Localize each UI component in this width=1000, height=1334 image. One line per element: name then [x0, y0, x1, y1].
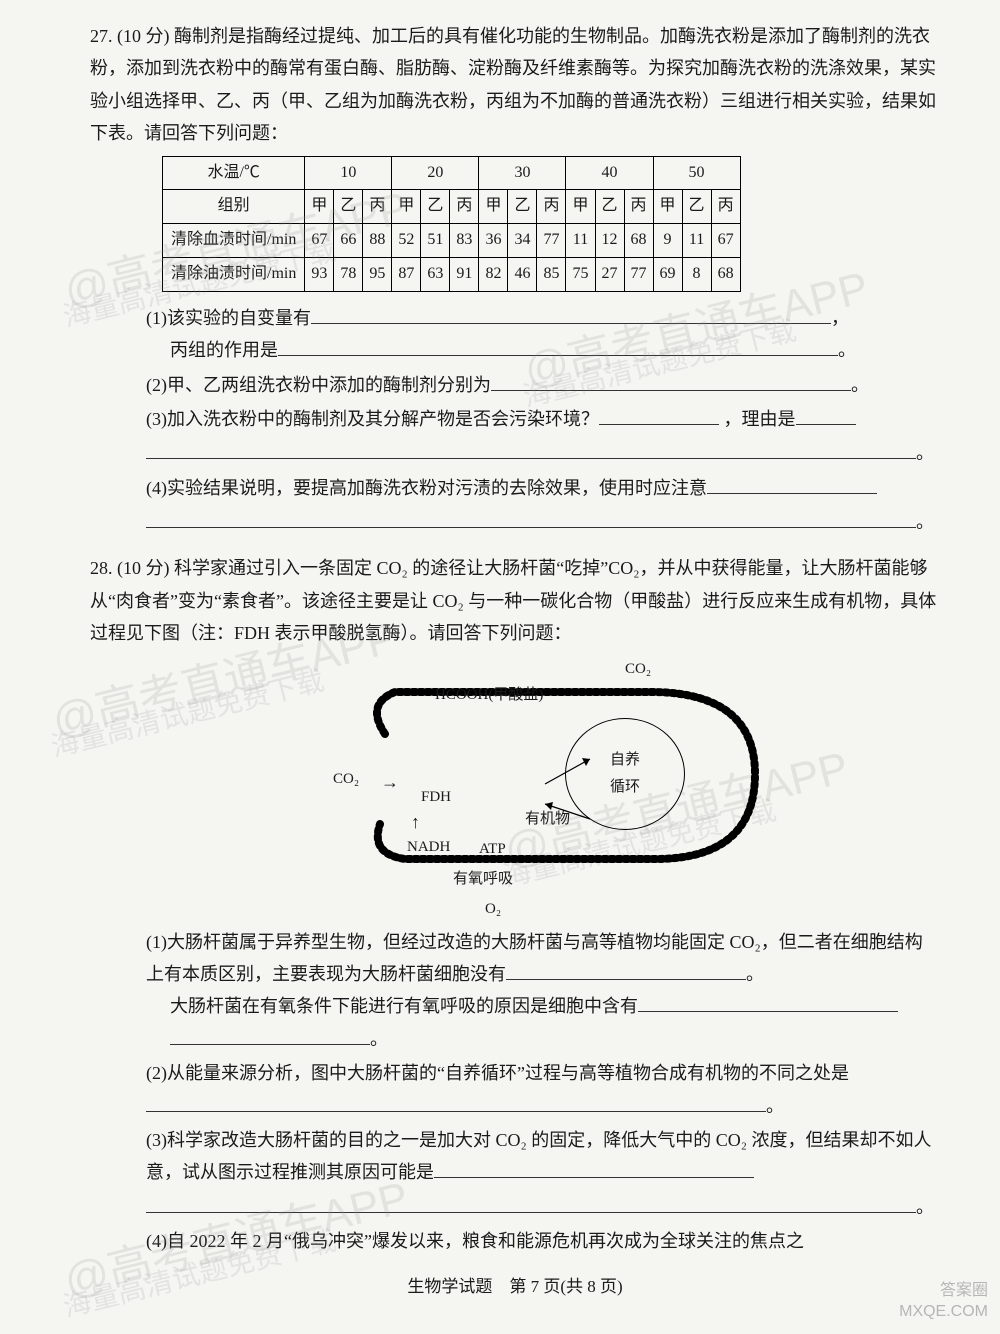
blank-line — [506, 962, 746, 980]
label-atp: ATP — [479, 836, 506, 863]
q28-number: 28. (10 分) — [90, 558, 170, 578]
q27-sub1b: 丙组的作用是。 — [90, 334, 940, 366]
q28-sub1: (1)大肠杆菌属于异养型生物，但经过改造的大肠杆菌与高等植物均能固定 CO₂，但… — [90, 926, 940, 991]
table-row-oil: 清除油渍时间/min 937895 876391 824685 752777 6… — [163, 257, 741, 291]
th-20: 20 — [392, 156, 479, 190]
corner-brand: 答案圈 — [899, 1281, 988, 1302]
blank-line — [146, 441, 916, 459]
blank-line — [311, 306, 831, 324]
q27-s3a-text: (3)加入洗衣粉中的酶制剂及其分解产物是否会污染环境？ — [146, 409, 599, 429]
label-co2-left: CO₂ — [333, 766, 359, 793]
q27-intro: 酶制剂是指酶经过提纯、加工后的具有催化功能的生物制品。加酶洗衣粉是添加了酶制剂的… — [90, 26, 936, 143]
q28-sub3: (3)科学家改造大肠杆菌的目的之一是加大对 CO₂ 的固定，降低大气中的 CO₂… — [90, 1124, 940, 1189]
table-header-temp: 水温/℃ 10 20 30 40 50 — [163, 156, 741, 190]
q28-sub1b: 大肠杆菌在有氧条件下能进行有氧呼吸的原因是细胞中含有 — [90, 990, 940, 1022]
q28-s1b-text: 大肠杆菌在有氧条件下能进行有氧呼吸的原因是细胞中含有 — [170, 996, 638, 1016]
blank-line — [599, 407, 719, 425]
autotrophic-cycle-label: 自养 循环 — [565, 718, 685, 830]
question-28: 28. (10 分) 科学家通过引入一条固定 CO₂ 的途径让大肠杆菌“吃掉”C… — [90, 552, 940, 1257]
label-o2: O₂ — [485, 896, 501, 923]
th-group: 组别 — [163, 190, 305, 224]
blank-line — [796, 407, 856, 425]
blank-line — [491, 373, 851, 391]
corner-watermark: 答案圈 MXQE.COM — [899, 1281, 988, 1323]
table-header-group: 组别 甲乙丙 甲乙丙 甲乙丙 甲乙丙 甲乙丙 — [163, 190, 741, 224]
th-30: 30 — [479, 156, 566, 190]
q27-s3b-text: ，理由是 — [724, 409, 796, 429]
label-aerobic: 有氧呼吸 — [453, 866, 513, 893]
blank-line — [170, 1027, 370, 1045]
q27-s2-text: (2)甲、乙两组洗衣粉中添加的酶制剂分别为 — [146, 375, 491, 395]
question-27: 27. (10 分) 酶制剂是指酶经过提纯、加工后的具有催化功能的生物制品。加酶… — [90, 20, 940, 538]
q27-s1a-text: (1)该实验的自变量有 — [146, 308, 311, 328]
th-50: 50 — [653, 156, 740, 190]
label-fdh: FDH — [421, 784, 451, 811]
table-row-blood: 清除血渍时间/min 676688 525183 363477 111268 9… — [163, 224, 741, 258]
q27-s4-text: (4)实验结果说明，要提高加酶洗衣粉对污渍的去除效果，使用时应注意 — [146, 478, 707, 498]
q28-s4-text: (4)自 2022 年 2 月“俄乌冲突”爆发以来，粮食和能源危机再次成为全球关… — [146, 1231, 804, 1251]
th-40: 40 — [566, 156, 653, 190]
blank-line — [638, 994, 898, 1012]
th-10: 10 — [305, 156, 392, 190]
q27-s1b-text: 丙组的作用是 — [170, 340, 278, 360]
blank-line — [707, 476, 877, 494]
arrow-icon: ↑ — [411, 806, 420, 838]
arrow-icon: → — [381, 766, 399, 798]
q28-sub4: (4)自 2022 年 2 月“俄乌冲突”爆发以来，粮食和能源危机再次成为全球关… — [90, 1225, 940, 1257]
q27-sub2: (2)甲、乙两组洗衣粉中添加的酶制剂分别为。 — [90, 369, 940, 401]
q27-data-table: 水温/℃ 10 20 30 40 50 组别 甲乙丙 甲乙丙 甲乙丙 甲乙丙 甲… — [162, 156, 741, 292]
label-hcooh: HCOOH(甲酸盐) — [435, 682, 543, 709]
blank-line — [146, 1195, 916, 1213]
q27-sub1: (1)该实验的自变量有， — [90, 302, 940, 334]
label-organic: 有机物 — [525, 806, 570, 833]
th-temp: 水温/℃ — [163, 156, 305, 190]
q27-number: 27. (10 分) — [90, 26, 170, 46]
q27-sub3: (3)加入洗衣粉中的酶制剂及其分解产物是否会污染环境？ ，理由是 — [90, 403, 940, 435]
q27-sub4: (4)实验结果说明，要提高加酶洗衣粉对污渍的去除效果，使用时应注意 — [90, 472, 940, 504]
blank-line — [434, 1160, 754, 1178]
blank-line — [146, 510, 916, 528]
blank-line — [278, 338, 838, 356]
q28-sub2: (2)从能量来源分析，图中大肠杆菌的“自养循环”过程与高等植物合成有机物的不同之… — [90, 1057, 940, 1122]
q28-s2-text: (2)从能量来源分析，图中大肠杆菌的“自养循环”过程与高等植物合成有机物的不同之… — [146, 1063, 849, 1083]
q28-diagram: 自养 循环 CO₂ HCOOH(甲酸盐) CO₂ FDH NADH ATP 有氧… — [235, 656, 795, 916]
corner-url: MXQE.COM — [899, 1302, 988, 1323]
blank-line — [146, 1094, 766, 1112]
row-label-oil: 清除油渍时间/min — [163, 257, 305, 291]
page-footer: 生物学试题 第 7 页(共 8 页) — [90, 1272, 940, 1303]
label-co2-top: CO₂ — [625, 656, 651, 683]
q28-intro: 科学家通过引入一条固定 CO₂ 的途径让大肠杆菌“吃掉”CO₂，并从中获得能量，… — [90, 558, 936, 643]
row-label-blood: 清除血渍时间/min — [163, 224, 305, 258]
